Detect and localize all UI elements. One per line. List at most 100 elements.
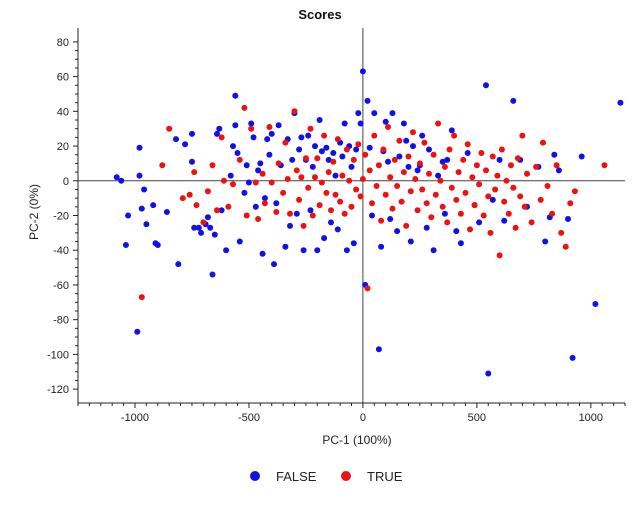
data-point-false [410, 143, 416, 150]
data-point-true [318, 179, 325, 186]
data-point-false [163, 209, 170, 215]
data-point-false [423, 224, 430, 231]
data-point-false [248, 120, 255, 127]
data-point-false [565, 216, 571, 222]
data-point-false [414, 167, 421, 174]
data-point-true [200, 219, 207, 226]
data-point-false [453, 228, 460, 235]
data-point-true [512, 224, 519, 231]
data-point-false [209, 271, 216, 278]
data-point-true [220, 177, 227, 184]
data-point-false [369, 212, 375, 219]
legend-label-false: FALSE [276, 469, 317, 484]
data-point-false [496, 156, 503, 163]
data-point-true [186, 191, 193, 198]
data-point-false [175, 261, 182, 268]
data-point-true [498, 146, 505, 153]
data-point-false [218, 207, 225, 214]
data-point-false [118, 177, 125, 184]
data-point-true [514, 155, 521, 162]
data-point-true [312, 174, 318, 181]
data-point-true [179, 195, 186, 202]
data-point-true [473, 162, 480, 169]
data-point-true [492, 186, 499, 193]
data-point-true [549, 210, 556, 217]
data-point-true [325, 169, 332, 176]
data-point-true [248, 125, 255, 132]
data-point-true [455, 169, 462, 176]
data-point-true [400, 169, 407, 176]
data-point-true [533, 163, 540, 170]
data-point-false [328, 219, 334, 226]
data-point-false [569, 354, 576, 361]
data-point-false [136, 144, 143, 151]
data-point-true [480, 212, 487, 219]
data-point-false [578, 153, 585, 160]
data-point-false [300, 247, 307, 254]
data-point-false [241, 189, 248, 196]
data-point-false [252, 203, 259, 210]
data-point-true [562, 243, 569, 250]
data-point-true [398, 198, 405, 205]
data-point-true [138, 294, 145, 301]
data-point-true [476, 181, 483, 188]
data-point-false [448, 127, 455, 134]
data-point-true [553, 162, 560, 169]
y-tick-label: 40 [57, 106, 69, 118]
data-point-true [255, 216, 262, 222]
data-point-true [209, 162, 216, 169]
data-point-false [261, 195, 268, 202]
y-tick-label: -120 [47, 384, 69, 396]
data-points [113, 68, 624, 377]
data-point-true [309, 212, 316, 219]
data-point-true [282, 139, 289, 146]
data-point-true [296, 196, 303, 203]
data-point-true [483, 167, 489, 174]
data-point-true [387, 174, 394, 181]
data-point-true [366, 167, 373, 174]
y-tick-label: 0 [63, 176, 69, 188]
data-point-true [389, 205, 396, 212]
data-point-false [316, 117, 323, 123]
data-point-false [259, 250, 266, 257]
data-point-false [419, 132, 426, 139]
data-point-true [467, 226, 473, 233]
data-point-false [357, 120, 364, 127]
data-point-true [382, 191, 389, 198]
data-point-true [330, 158, 337, 165]
data-point-false [389, 110, 396, 117]
data-point-true [496, 252, 503, 259]
data-point-true [519, 132, 526, 139]
data-point-false [542, 238, 549, 245]
data-point-false [325, 156, 332, 163]
data-point-true [373, 183, 380, 189]
data-point-true [334, 136, 341, 143]
data-point-true [501, 198, 508, 205]
data-point-true [487, 229, 494, 236]
data-point-false [359, 68, 366, 75]
data-point-true [410, 129, 416, 136]
legend-label-true: TRUE [367, 469, 403, 484]
data-point-true [435, 120, 442, 127]
data-point-false [312, 143, 318, 150]
data-point-false [350, 240, 357, 247]
data-point-true [225, 203, 232, 210]
data-point-true [362, 151, 369, 158]
data-point-true [485, 193, 492, 200]
data-point-true [521, 203, 528, 210]
data-point-true [273, 209, 280, 215]
data-point-false [617, 99, 624, 106]
data-point-true [243, 212, 250, 219]
data-point-true [241, 104, 248, 111]
x-axis-title: PC-1 (100%) [322, 433, 391, 447]
data-point-true [558, 229, 565, 236]
y-tick-label: -60 [53, 280, 69, 292]
data-point-true [323, 189, 330, 196]
y-axis-title: PC-2 (0%) [27, 184, 41, 240]
data-point-true [369, 200, 375, 207]
data-point-false [257, 160, 264, 167]
data-point-false [309, 163, 316, 170]
data-point-false [353, 146, 360, 153]
